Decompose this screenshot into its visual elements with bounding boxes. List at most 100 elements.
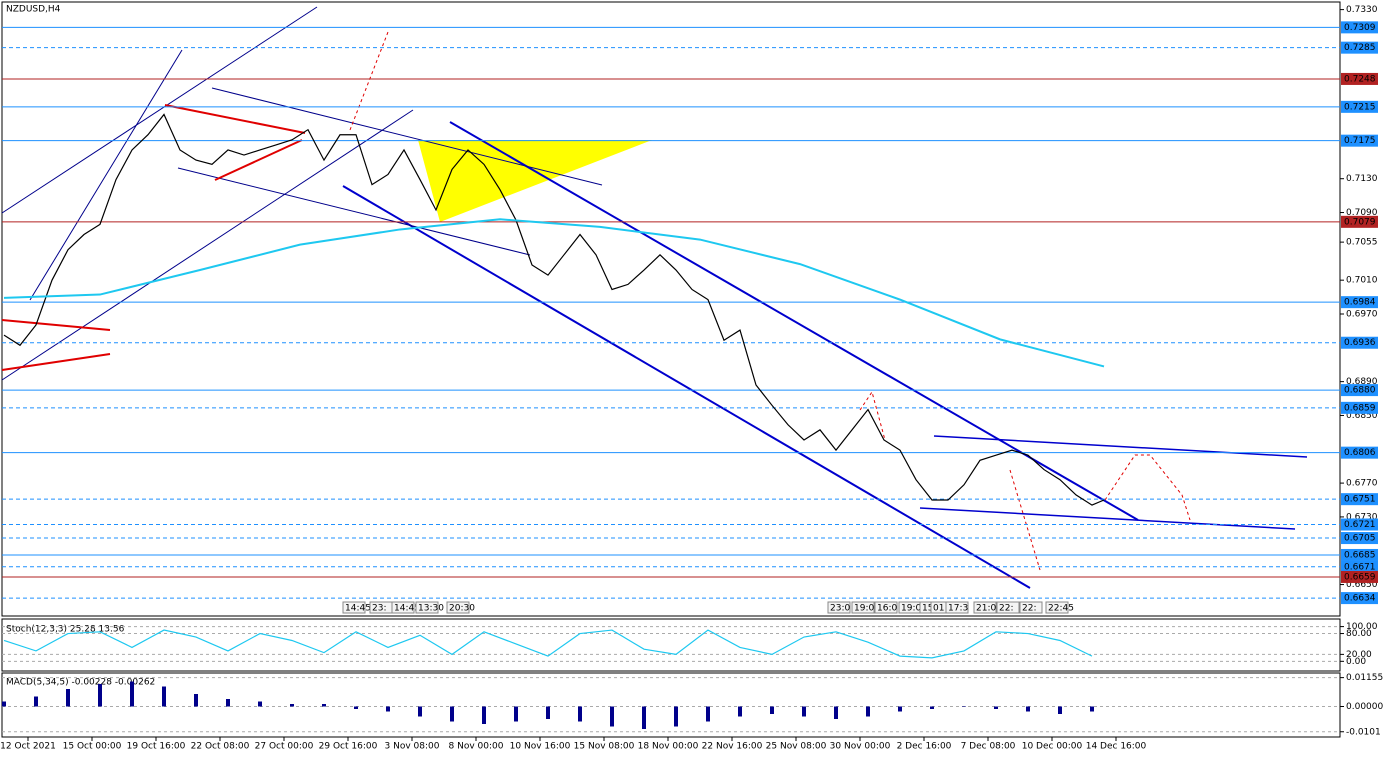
drawings xyxy=(1,6,1308,589)
histogram-bar xyxy=(642,706,646,729)
trend-line xyxy=(1,6,318,214)
triangle xyxy=(418,140,652,222)
histogram-bar xyxy=(578,706,582,722)
time-marker: 23:0 xyxy=(830,604,850,614)
y-tick-label: 0.7055 xyxy=(1346,238,1378,248)
level-label: 0.6721 xyxy=(1344,520,1376,530)
time-marker: 22:45 xyxy=(1048,604,1074,614)
time-marker: 19:0 xyxy=(854,604,874,614)
x-tick-label: 15 Oct 00:00 xyxy=(63,742,122,752)
level-label: 0.6685 xyxy=(1344,550,1376,560)
time-marker: 16:0 xyxy=(877,604,897,614)
level-box xyxy=(1341,41,1378,54)
y-tick-label: 0.01155 xyxy=(1346,673,1383,683)
histogram-bar xyxy=(226,699,230,707)
histogram-bar xyxy=(1090,706,1094,712)
level-label: 0.6880 xyxy=(1344,386,1376,396)
level-label: 0.6634 xyxy=(1344,594,1376,604)
level-label: 0.6936 xyxy=(1344,338,1376,348)
histogram-bar xyxy=(738,706,742,717)
histogram-bar xyxy=(770,706,774,714)
x-tick-label: 30 Nov 00:00 xyxy=(830,742,891,752)
time-marker: 13:30 xyxy=(418,604,444,614)
histogram-bar xyxy=(418,706,422,717)
level-label: 0.6751 xyxy=(1344,495,1376,505)
histogram-bar xyxy=(546,706,550,719)
y-tick-label: 80.00 xyxy=(1346,629,1372,639)
y-tick-label: 0.7090 xyxy=(1346,208,1378,218)
channel-line xyxy=(342,185,1031,589)
x-tick-label: 2 Dec 16:00 xyxy=(897,742,952,752)
level-label: 0.6659 xyxy=(1344,572,1376,582)
time-marker-box xyxy=(391,601,415,614)
trend-line xyxy=(211,87,603,186)
level-label: 0.6671 xyxy=(1344,562,1376,572)
level-box xyxy=(1341,493,1378,506)
histogram-bar xyxy=(1026,706,1030,712)
level-box xyxy=(1341,134,1378,147)
y-tick-label: 0.6770 xyxy=(1346,479,1378,489)
histogram-bar xyxy=(994,706,998,709)
trend-line xyxy=(214,139,303,181)
x-tick-label: 14 Dec 16:00 xyxy=(1086,742,1147,752)
histogram-bar xyxy=(258,701,262,707)
arrow xyxy=(859,390,886,441)
main-panel xyxy=(1,1,1341,617)
histogram-bar xyxy=(674,706,678,727)
level-label: 0.7248 xyxy=(1344,74,1376,84)
level-label: 0.7215 xyxy=(1344,102,1376,112)
histogram-bar xyxy=(834,706,838,719)
level-label: 0.7309 xyxy=(1344,23,1376,33)
x-tick-label: 12 Oct 2021 xyxy=(0,742,56,752)
time-marker: 17:3 xyxy=(948,604,968,614)
x-tick-label: 7 Dec 08:00 xyxy=(961,742,1016,752)
y-tick-label: 0.7330 xyxy=(1346,5,1378,15)
y-tick-label: 0.6650 xyxy=(1346,580,1378,590)
level-box xyxy=(1341,100,1378,113)
histogram-bar xyxy=(322,704,326,707)
level-box xyxy=(1341,21,1378,34)
time-marker: 20:30 xyxy=(449,604,475,614)
trend-line xyxy=(1,109,414,381)
level-label: 0.6705 xyxy=(1344,534,1376,544)
x-tick-label: 25 Nov 08:00 xyxy=(766,742,827,752)
level-label: 0.7285 xyxy=(1344,43,1376,53)
y-tick-label: 0.7130 xyxy=(1346,174,1378,184)
level-box xyxy=(1341,570,1378,583)
histogram-bar xyxy=(98,684,102,707)
time-marker-box xyxy=(996,601,1020,614)
y-tick-label: 0.6970 xyxy=(1346,309,1378,319)
x-tick-label: 19 Oct 16:00 xyxy=(127,742,186,752)
histogram-bar xyxy=(34,696,38,707)
trend-line xyxy=(177,167,531,256)
x-tick-label: 10 Nov 16:00 xyxy=(510,742,571,752)
y-tick-label: 0.6850 xyxy=(1346,411,1378,421)
x-tick-label: 22 Nov 16:00 xyxy=(702,742,763,752)
histogram-bar xyxy=(866,706,870,717)
time-marker: 14:45 xyxy=(345,604,371,614)
level-box xyxy=(1341,296,1378,309)
level-box xyxy=(1341,592,1378,605)
y-tick-label: 100.00 xyxy=(1346,622,1378,632)
time-marker-box xyxy=(446,601,470,614)
time-marker-box xyxy=(1045,601,1069,614)
y-tick-label: -0.0101 xyxy=(1346,727,1381,737)
price-line xyxy=(3,113,1105,506)
y-tick-label: 0.6730 xyxy=(1346,512,1378,522)
histogram-bar xyxy=(962,706,966,707)
level-label: 0.6984 xyxy=(1344,298,1376,308)
x-tick-label: 3 Nov 08:00 xyxy=(385,742,440,752)
level-box xyxy=(1341,72,1378,85)
time-marker: 19:0 xyxy=(901,604,921,614)
time-marker-box xyxy=(973,601,997,614)
time-marker: 14:45 xyxy=(394,604,420,614)
level-box xyxy=(1341,446,1378,459)
x-tick-label: 10 Dec 00:00 xyxy=(1022,742,1083,752)
x-tick-label: 8 Nov 00:00 xyxy=(449,742,504,752)
level-box xyxy=(1341,336,1378,349)
histogram-bar xyxy=(802,706,806,717)
time-marker: 21:0 xyxy=(976,604,996,614)
histogram-bar xyxy=(1058,706,1062,714)
time-marker-box xyxy=(851,601,875,614)
